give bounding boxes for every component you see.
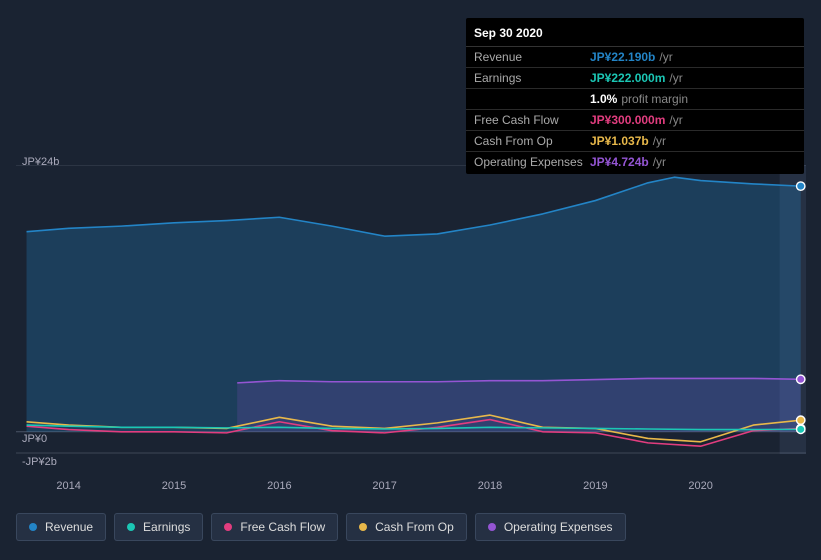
tooltip-row: 1.0%profit margin — [466, 89, 804, 110]
legend-dot-icon — [127, 523, 135, 531]
x-axis: 2014 2015 2016 2017 2018 2019 2020 — [16, 480, 806, 500]
tooltip-row: Operating ExpensesJP¥4.724b/yr — [466, 152, 804, 172]
tooltip-row: RevenueJP¥22.190b/yr — [466, 47, 804, 68]
data-tooltip: Sep 30 2020 RevenueJP¥22.190b/yrEarnings… — [466, 18, 804, 174]
legend-dot-icon — [224, 523, 232, 531]
x-tick: 2020 — [688, 480, 712, 492]
legend-label: Revenue — [45, 520, 93, 534]
chart-plot[interactable] — [16, 165, 806, 454]
legend-item-cash-from-op[interactable]: Cash From Op — [346, 513, 467, 541]
legend: Revenue Earnings Free Cash Flow Cash From O… — [16, 513, 626, 541]
legend-label: Earnings — [143, 520, 190, 534]
x-tick: 2019 — [583, 480, 607, 492]
x-tick: 2017 — [372, 480, 396, 492]
x-tick: 2015 — [162, 480, 186, 492]
tooltip-row: EarningsJP¥222.000m/yr — [466, 68, 804, 89]
legend-label: Cash From Op — [375, 520, 454, 534]
x-tick: 2014 — [56, 480, 80, 492]
legend-item-free-cash-flow[interactable]: Free Cash Flow — [211, 513, 338, 541]
tooltip-date: Sep 30 2020 — [466, 20, 804, 47]
tooltip-row: Cash From OpJP¥1.037b/yr — [466, 131, 804, 152]
legend-label: Free Cash Flow — [240, 520, 325, 534]
tooltip-row: Free Cash FlowJP¥300.000m/yr — [466, 110, 804, 131]
x-tick: 2016 — [267, 480, 291, 492]
legend-dot-icon — [359, 523, 367, 531]
legend-label: Operating Expenses — [504, 520, 613, 534]
legend-dot-icon — [29, 523, 37, 531]
legend-dot-icon — [488, 523, 496, 531]
y-axis-bottom-label: -JP¥2b — [22, 456, 57, 468]
legend-item-operating-expenses[interactable]: Operating Expenses — [475, 513, 626, 541]
legend-item-revenue[interactable]: Revenue — [16, 513, 106, 541]
legend-item-earnings[interactable]: Earnings — [114, 513, 203, 541]
x-tick: 2018 — [478, 480, 502, 492]
